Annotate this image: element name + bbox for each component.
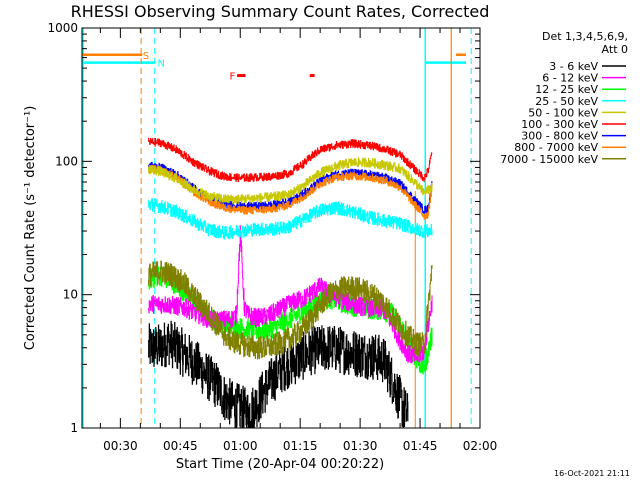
x-tick-label: 01:15 bbox=[283, 439, 318, 453]
series-line-1 bbox=[148, 320, 409, 428]
y-tick-label: 1 bbox=[70, 421, 78, 435]
x-tick-label: 01:45 bbox=[403, 439, 438, 453]
flag-label-n: N bbox=[158, 59, 165, 70]
x-tick-label: 00:45 bbox=[163, 439, 198, 453]
series-layer bbox=[148, 137, 433, 428]
y-tick-label: 100 bbox=[55, 154, 78, 168]
y-axis: 1 10 100 1000 bbox=[47, 21, 480, 435]
flag-label-f: F bbox=[229, 72, 235, 83]
series-line-2 bbox=[148, 225, 433, 364]
x-axis-label: Start Time (20-Apr-04 00:20:22) bbox=[176, 457, 384, 472]
y-tick-label: 1000 bbox=[47, 21, 78, 35]
series-line-6 bbox=[148, 137, 433, 182]
legend-entry-label: 3 - 6 keV bbox=[549, 60, 598, 73]
y-axis-label: Corrected Count Rate (s⁻¹ detector⁻¹) bbox=[23, 106, 38, 351]
legend-entry-label: 25 - 50 keV bbox=[535, 95, 598, 108]
legend-entry-label: 7000 - 15000 keV bbox=[500, 153, 598, 166]
generation-timestamp: 16-Oct-2021 21:11 bbox=[554, 469, 630, 478]
x-axis: 00:30 00:45 01:00 01:15 01:30 01:45 02:00 bbox=[99, 28, 498, 453]
x-tick-label: 01:30 bbox=[343, 439, 378, 453]
attitude-lines bbox=[82, 28, 472, 428]
legend-entry-label: 800 - 7000 keV bbox=[514, 141, 598, 154]
legend-attenuator-label: Att 0 bbox=[602, 43, 628, 56]
y-tick-label: 10 bbox=[63, 288, 78, 302]
legend-entry-label: 6 - 12 keV bbox=[542, 72, 598, 85]
series-line-5 bbox=[148, 157, 433, 205]
legend-detector-label: Det 1,3,4,5,6,9, bbox=[542, 30, 628, 43]
legend-entry-label: 50 - 100 keV bbox=[528, 106, 598, 119]
series-line-9 bbox=[148, 260, 433, 360]
x-tick-label: 01:00 bbox=[223, 439, 258, 453]
x-tick-label: 00:30 bbox=[103, 439, 138, 453]
legend-entry-label: 300 - 800 keV bbox=[521, 130, 598, 143]
chart-title: RHESSI Observing Summary Count Rates, Co… bbox=[71, 2, 490, 21]
plot-frame bbox=[81, 27, 481, 429]
series-line-4 bbox=[148, 198, 433, 240]
legend-entry-label: 12 - 25 keV bbox=[535, 83, 598, 96]
series-line-7 bbox=[148, 161, 433, 214]
legend-entry-label: 100 - 300 keV bbox=[521, 118, 598, 131]
x-tick-label: 02:00 bbox=[463, 439, 498, 453]
flag-lines: SN F bbox=[140, 28, 315, 428]
flag-label-s: S bbox=[143, 51, 149, 62]
